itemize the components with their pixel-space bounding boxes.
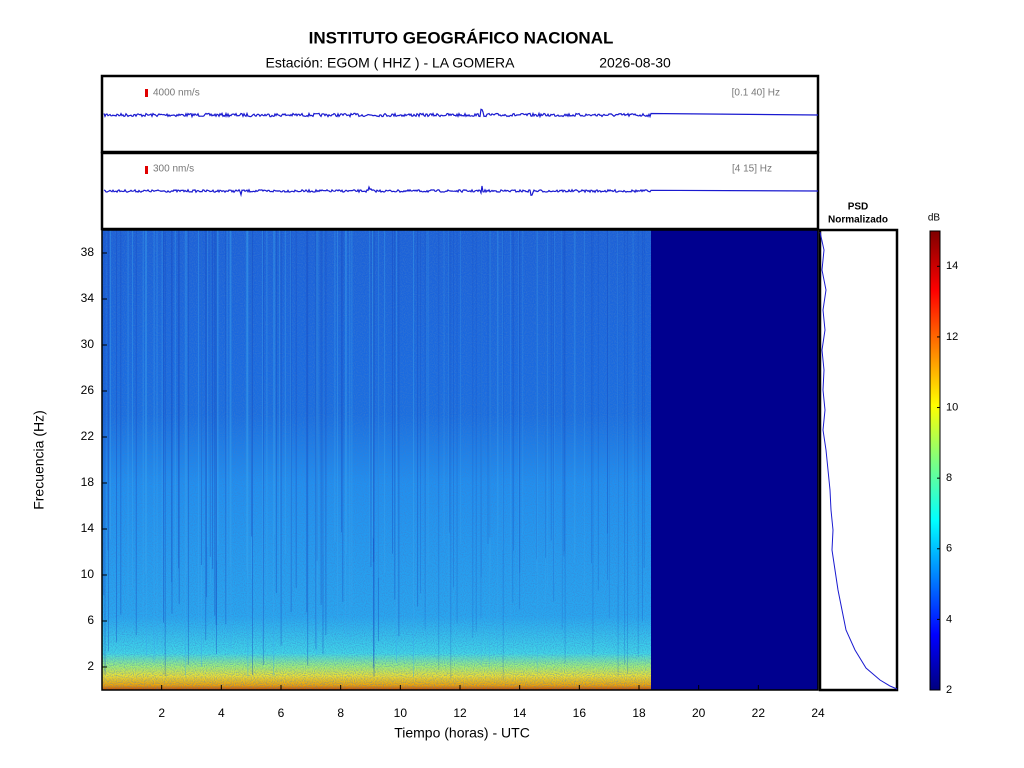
trace: [103, 185, 819, 198]
y-tick-label: 10: [81, 567, 95, 581]
x-tick-label: 6: [278, 706, 285, 720]
y-tick-label: 34: [81, 291, 95, 305]
band-label: [0.1 40] Hz: [732, 88, 780, 99]
x-tick-label: 24: [811, 706, 825, 720]
y-tick-label: 38: [81, 245, 95, 259]
scale-label: 4000 nm/s: [153, 88, 200, 99]
seismogram-panel: 300 nm/s [4 15] Hz: [100, 151, 820, 231]
psd-panel: PSD Normalizado: [818, 202, 899, 692]
title: INSTITUTO GEOGRÁFICO NACIONAL: [309, 28, 614, 47]
x-tick-label: 20: [692, 706, 706, 720]
psd-title: PSD: [848, 202, 869, 213]
colorbar-tick-label: 6: [946, 543, 952, 555]
colorbar: dB: [928, 213, 941, 691]
x-tick-label: 22: [752, 706, 766, 720]
y-tick-label: 22: [81, 429, 95, 443]
band-label: [4 15] Hz: [732, 164, 772, 175]
colorbar-tick-label: 2: [946, 684, 952, 696]
colorbar-tick-label: 4: [946, 613, 952, 625]
x-tick-label: 16: [573, 706, 587, 720]
y-axis-label: Frecuencia (Hz): [31, 410, 47, 510]
y-tick-label: 6: [87, 613, 94, 627]
y-tick-label: 14: [81, 521, 95, 535]
date: 2026-08-30: [599, 55, 671, 71]
x-tick-label: 8: [337, 706, 344, 720]
colorbar-tick-label: 8: [946, 472, 952, 484]
x-tick-label: 4: [218, 706, 225, 720]
psd-subtitle: Normalizado: [828, 215, 888, 226]
trace: [103, 108, 819, 119]
x-tick-label: 10: [394, 706, 408, 720]
scale-label: 300 nm/s: [153, 164, 194, 175]
no-data: [651, 230, 818, 690]
colorbar-unit: dB: [928, 213, 941, 224]
station: Estación: EGOM ( HHZ ) - LA GOMERA: [266, 55, 516, 71]
spectrogram: [101, 229, 819, 691]
colorbar-tick-label: 10: [946, 401, 958, 413]
colorbar-tick-label: 12: [946, 331, 958, 343]
x-tick-label: 18: [632, 706, 646, 720]
x-tick-label: 2: [158, 706, 165, 720]
y-tick-label: 30: [81, 337, 95, 351]
y-tick-label: 2: [87, 659, 94, 673]
y-tick-label: 26: [81, 383, 95, 397]
colorbar-tick-label: 14: [946, 260, 958, 272]
x-axis-label: Tiempo (horas) - UTC: [394, 725, 530, 741]
y-tick-label: 18: [81, 475, 95, 489]
x-tick-label: 14: [513, 706, 527, 720]
spectrogram-texture: [102, 230, 651, 690]
x-tick-label: 12: [453, 706, 467, 720]
seismogram-panel: 4000 nm/s [0.1 40] Hz: [100, 74, 820, 154]
psd-curve: [819, 231, 898, 690]
